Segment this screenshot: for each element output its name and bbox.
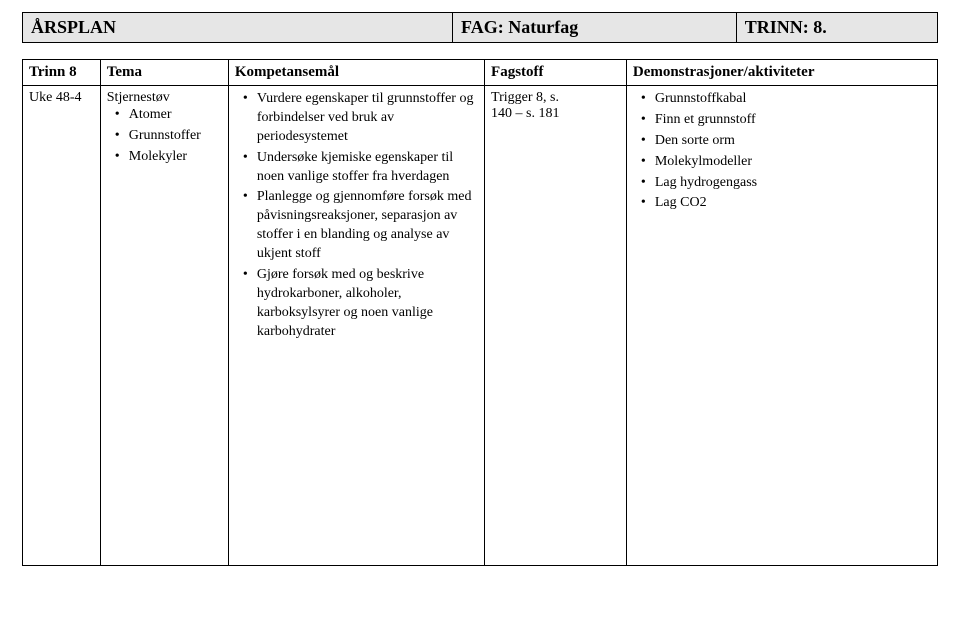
list-item: Den sorte orm xyxy=(633,132,931,151)
table-header-row: Trinn 8 Tema Kompetansemål Fagstoff Demo… xyxy=(23,60,938,86)
list-item: Finn et grunnstoff xyxy=(633,111,931,130)
col-header-demo: Demonstrasjoner/aktiviteter xyxy=(626,60,937,86)
tema-title: Stjernestøv xyxy=(107,90,222,106)
table-row: Uke 48-4 Stjernestøv Atomer Grunnstoffer… xyxy=(23,86,938,566)
list-item: Atomer xyxy=(107,106,222,125)
col-header-trinn: Trinn 8 xyxy=(23,60,101,86)
list-item: Undersøke kjemiske egenskaper til noen v… xyxy=(235,149,478,187)
cell-trinn: Uke 48-4 xyxy=(23,86,101,566)
list-item: Molekyler xyxy=(107,148,222,167)
demo-list: Grunnstoffkabal Finn et grunnstoff Den s… xyxy=(633,90,931,213)
fagstoff-line1: Trigger 8, s. xyxy=(491,90,620,106)
col-header-kompetansemal: Kompetansemål xyxy=(228,60,484,86)
col-header-tema: Tema xyxy=(100,60,228,86)
header-table: ÅRSPLAN FAG: Naturfag TRINN: 8. xyxy=(22,12,938,43)
tema-list: Atomer Grunnstoffer Molekyler xyxy=(107,106,222,167)
col-header-fagstoff: Fagstoff xyxy=(485,60,627,86)
cell-fagstoff: Trigger 8, s. 140 – s. 181 xyxy=(485,86,627,566)
list-item: Grunnstoffer xyxy=(107,127,222,146)
list-item: Vurdere egenskaper til grunnstoffer og f… xyxy=(235,90,478,147)
cell-kompetansemal: Vurdere egenskaper til grunnstoffer og f… xyxy=(228,86,484,566)
header-title: ÅRSPLAN xyxy=(23,13,453,43)
cell-tema: Stjernestøv Atomer Grunnstoffer Molekyle… xyxy=(100,86,228,566)
fagstoff-line2: 140 – s. 181 xyxy=(491,106,620,122)
main-table: Trinn 8 Tema Kompetansemål Fagstoff Demo… xyxy=(22,59,938,566)
list-item: Grunnstoffkabal xyxy=(633,90,931,109)
header-subject: FAG: Naturfag xyxy=(453,13,737,43)
list-item: Molekylmodeller xyxy=(633,153,931,172)
list-item: Planlegge og gjennomføre forsøk med påvi… xyxy=(235,188,478,264)
list-item: Lag CO2 xyxy=(633,194,931,213)
list-item: Gjøre forsøk med og beskrive hydrokarbon… xyxy=(235,266,478,342)
cell-demo: Grunnstoffkabal Finn et grunnstoff Den s… xyxy=(626,86,937,566)
list-item: Lag hydrogengass xyxy=(633,174,931,193)
header-grade: TRINN: 8. xyxy=(736,13,937,43)
kompetansemal-list: Vurdere egenskaper til grunnstoffer og f… xyxy=(235,90,478,342)
